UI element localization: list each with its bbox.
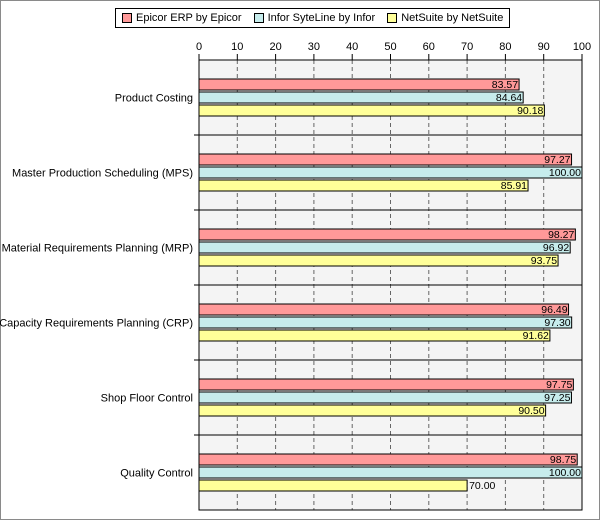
data-label: 91.62 <box>523 330 549 342</box>
legend-swatch <box>253 13 264 23</box>
x-tick-label: 20 <box>269 41 281 53</box>
bar <box>198 91 524 104</box>
bar <box>198 78 520 91</box>
x-tick-label: 10 <box>231 41 243 53</box>
bar <box>198 166 583 179</box>
x-tick-label: 70 <box>461 41 473 53</box>
data-label: 98.75 <box>550 454 576 466</box>
legend-label: Infor SyteLine by Infor <box>267 12 376 24</box>
data-label: 70.00 <box>469 480 495 492</box>
data-label: 96.92 <box>543 242 569 254</box>
data-label: 100.00 <box>549 467 581 479</box>
bar <box>198 453 578 466</box>
data-label: 100.00 <box>549 167 581 179</box>
x-tick-label: 0 <box>196 41 202 53</box>
data-label: 90.18 <box>517 105 543 117</box>
bar <box>198 104 545 117</box>
bar <box>198 391 572 404</box>
bar <box>198 329 551 342</box>
x-tick-label: 90 <box>538 41 550 53</box>
bar <box>198 228 576 241</box>
category-label: Quality Control <box>120 468 193 480</box>
legend-item-1: Epicor ERP by Epicor <box>122 12 242 24</box>
legend-swatch <box>122 13 132 23</box>
category-label: Material Requirements Planning (MRP) <box>2 243 193 255</box>
legend-swatch <box>387 13 398 23</box>
plot-border <box>198 59 583 511</box>
bar <box>198 479 468 492</box>
bar <box>198 466 583 479</box>
data-label: 83.57 <box>492 79 518 91</box>
data-label: 97.75 <box>546 379 572 391</box>
bar <box>198 153 573 166</box>
x-tick-label: 80 <box>499 41 511 53</box>
legend-item-2: Infor SyteLine by Infor <box>253 12 376 24</box>
category-label: Master Production Scheduling (MPS) <box>12 168 193 180</box>
bar <box>198 254 559 267</box>
x-tick-label: 30 <box>308 41 320 53</box>
category-label: Product Costing <box>115 93 193 105</box>
data-label: 97.25 <box>544 392 570 404</box>
x-tick-label: 40 <box>346 41 358 53</box>
bar <box>198 241 571 254</box>
legend-label: Epicor ERP by Epicor <box>136 12 242 24</box>
chart-legend: Epicor ERP by Epicor Infor SyteLine by In… <box>115 8 511 28</box>
category-label: Shop Floor Control <box>101 393 193 405</box>
legend-label: NetSuite by NetSuite <box>401 12 504 24</box>
bar <box>198 404 547 417</box>
x-tick-label: 100 <box>573 41 591 53</box>
x-tick-label: 60 <box>423 41 435 53</box>
data-label: 97.30 <box>544 317 570 329</box>
x-tick-label: 50 <box>384 41 396 53</box>
bar <box>198 179 529 192</box>
data-label: 98.27 <box>548 229 574 241</box>
data-label: 96.49 <box>541 304 567 316</box>
category-label: Capacity Requirements Planning (CRP) <box>0 318 193 330</box>
data-label: 85.91 <box>501 180 527 192</box>
data-label: 93.75 <box>531 255 557 267</box>
legend-item-3: NetSuite by NetSuite <box>387 12 503 24</box>
data-label: 97.27 <box>544 154 570 166</box>
bar <box>198 378 574 391</box>
data-label: 84.64 <box>496 92 522 104</box>
bar <box>198 316 573 329</box>
bar <box>198 303 570 316</box>
data-label: 90.50 <box>518 405 544 417</box>
